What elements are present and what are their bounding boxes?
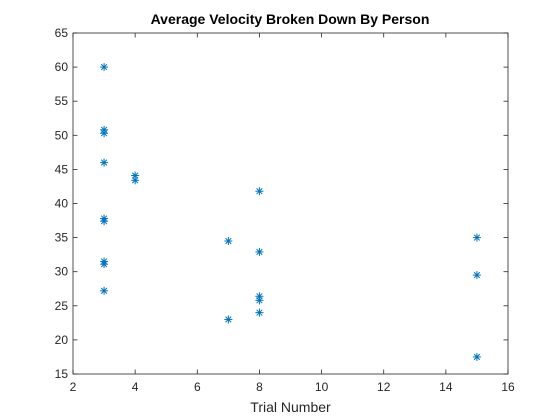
y-tick-label: 55: [55, 94, 69, 108]
y-tick-label: 35: [55, 231, 69, 245]
data-point: [255, 308, 264, 317]
y-tick-label: 40: [55, 197, 69, 211]
data-point: [224, 315, 233, 324]
data-points: [100, 63, 481, 361]
y-tick-label: 30: [55, 265, 69, 279]
x-tick-label: 16: [501, 380, 515, 394]
data-point: [472, 233, 481, 242]
y-tick-label: 25: [55, 299, 69, 313]
data-point: [472, 352, 481, 361]
y-tick-label: 50: [55, 128, 69, 142]
y-tick-label: 45: [55, 162, 69, 176]
data-point: [131, 176, 140, 185]
x-axis-label: Trial Number: [250, 399, 331, 415]
data-point: [100, 63, 109, 72]
x-tick-label: 2: [70, 380, 77, 394]
x-tick-label: 8: [256, 380, 263, 394]
data-point: [224, 237, 233, 246]
data-point: [255, 247, 264, 256]
y-tick-label: 65: [55, 26, 69, 40]
tick-marks: [72, 32, 509, 375]
x-tick-label: 14: [439, 380, 453, 394]
chart-title: Average Velocity Broken Down By Person: [151, 11, 430, 27]
data-point: [100, 129, 109, 138]
data-point: [100, 286, 109, 295]
data-point: [472, 271, 481, 280]
data-point: [255, 187, 264, 196]
y-tick-label: 60: [55, 60, 69, 74]
y-tick-label: 20: [55, 333, 69, 347]
x-tick-label: 12: [377, 380, 391, 394]
x-tick-label: 6: [194, 380, 201, 394]
data-point: [100, 158, 109, 167]
data-point: [100, 260, 109, 269]
tick-labels: 2 4 6 8 10 12 14 16 15 20 25 30 35 40 45 50 55 60 65: [55, 26, 515, 394]
x-tick-label: 4: [132, 380, 139, 394]
x-tick-label: 10: [315, 380, 329, 394]
plot-area: [72, 32, 509, 375]
data-point: [100, 217, 109, 226]
y-tick-label: 15: [55, 367, 69, 381]
data-point: [255, 296, 264, 305]
